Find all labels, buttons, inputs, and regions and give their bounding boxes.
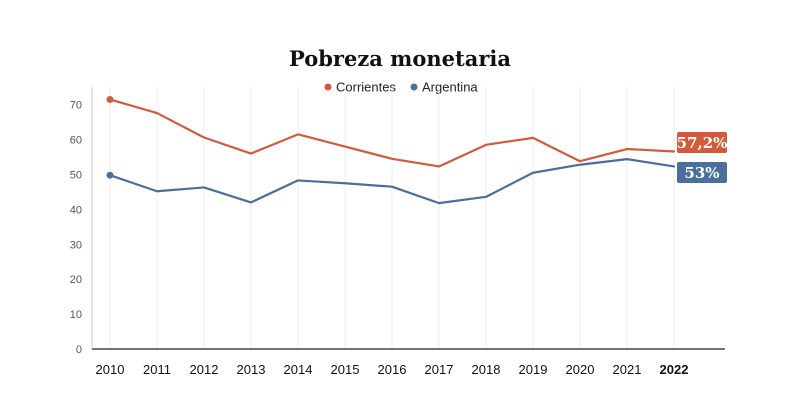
data-point [344,182,347,185]
data-point [203,136,206,139]
x-tick-label-2016: 2016 [378,362,407,377]
data-point [391,157,394,160]
y-tick-label: 10 [70,309,82,321]
x-tick-label-2015: 2015 [331,362,360,377]
end-label-0: 57,2% [677,132,728,153]
x-tick-label-2019: 2019 [519,362,548,377]
series-layer [106,95,676,205]
end-labels: 57,2% 53% [677,132,728,183]
data-point [485,144,488,147]
x-tick-label-2011: 2011 [143,362,171,377]
y-tick-label: 20 [70,274,82,286]
x-tick-label-2022: 2022 [660,362,689,377]
data-point [156,112,159,115]
end-label-box [677,162,727,183]
x-tick-label-2021: 2021 [613,362,642,377]
data-point [297,133,300,136]
x-tick-label-2020: 2020 [566,362,595,377]
data-point [532,137,535,140]
data-point [344,145,347,148]
data-point [250,152,253,155]
end-label-1: 53% [677,162,727,183]
end-label-box [677,132,727,153]
data-point [626,148,629,151]
data-point [438,202,441,205]
series-line-1 [108,158,676,205]
data-point [156,190,159,193]
data-point [106,171,114,179]
y-tick-label: 60 [70,135,82,147]
data-point [250,201,253,204]
data-point [579,163,582,166]
data-point [673,165,676,168]
x-tick-label-2012: 2012 [190,362,219,377]
x-tick-label-2018: 2018 [472,362,501,377]
data-point [532,171,535,174]
y-tick-label: 40 [70,204,82,216]
x-tick-label-2010: 2010 [96,362,125,377]
data-point [106,95,114,103]
data-point [391,185,394,188]
grid [109,87,675,349]
y-tick-label: 30 [70,239,82,251]
data-point [626,158,629,161]
x-tick-label-2013: 2013 [237,362,266,377]
data-point [673,150,676,153]
x-tick-label-2014: 2014 [284,362,313,377]
legend-label-0: Corrientes [336,80,396,95]
legend-marker-1 [410,83,418,91]
data-point [438,165,441,168]
y-tick-label: 70 [70,100,82,112]
data-point [485,196,488,199]
legend-marker-0 [324,83,332,91]
x-tick-label-2017: 2017 [425,362,454,377]
end-label-text: 57,2% [677,134,728,152]
data-point [203,186,206,189]
y-tick-label: 50 [70,170,82,182]
legend-label-1: Argentina [422,80,478,95]
data-point [579,160,582,163]
data-point [297,179,300,182]
axes: 0 10 20 30 40 50 60 70 2010 2011 2012 2013 2014 2015 2… [70,87,725,377]
series-line-0 [108,98,676,168]
chart-title: Pobreza monetaria [289,46,511,71]
end-label-text: 53% [684,164,719,182]
y-tick-label: 0 [76,344,82,356]
legend: Corrientes Argentina [324,80,478,95]
